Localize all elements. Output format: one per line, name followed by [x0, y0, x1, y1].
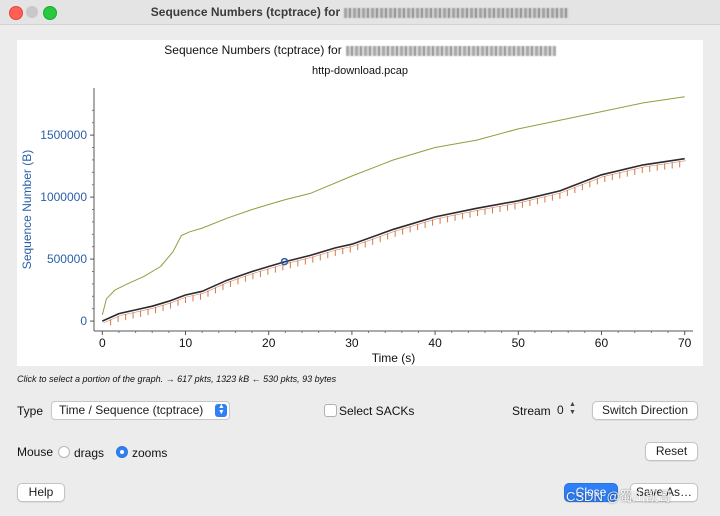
type-select-value: Time / Sequence (tcptrace)	[59, 403, 204, 417]
y-tick-label: 0	[80, 314, 87, 328]
y-axis-label: Sequence Number (B)	[20, 150, 34, 269]
zoom-window-button[interactable]	[43, 6, 57, 20]
watermark: CSDN @蜀川凯哥	[566, 489, 672, 504]
chevron-updown-icon: ▲ ▼	[215, 403, 228, 417]
help-button[interactable]: Help	[17, 483, 65, 502]
receive-window-line	[101, 96, 685, 316]
save-as-button[interactable]: Save As…	[630, 483, 698, 502]
graph-title: Sequence Numbers (tcptrace) for	[164, 43, 342, 57]
y-tick-label: 1500000	[40, 128, 87, 142]
x-axis-label: Time (s)	[372, 351, 416, 365]
select-sacks-checkbox[interactable]	[324, 404, 337, 417]
x-tick-label: 70	[678, 336, 692, 350]
close-button[interactable]: Close	[564, 483, 618, 502]
type-label: Type	[17, 404, 44, 418]
x-tick-label: 0	[99, 336, 106, 350]
window-title: Sequence Numbers (tcptrace) for	[150, 5, 341, 19]
x-tick-label: 20	[262, 336, 276, 350]
title-bar: Sequence Numbers (tcptrace) for	[0, 0, 720, 25]
mouse-label: Mouse	[17, 445, 54, 459]
sequence-chart[interactable]: 0 10 20 30 40 50 60 70 0 500000 1000000 1500000 Time…	[17, 40, 703, 366]
ack-line	[103, 160, 686, 324]
minimize-window-button[interactable]	[26, 6, 38, 18]
y-tick-label: 1000000	[40, 190, 87, 204]
x-tick-label: 30	[345, 336, 359, 350]
zooms-label[interactable]: zooms	[132, 446, 168, 460]
x-tick-label: 40	[428, 336, 442, 350]
graph-area[interactable]: Sequence Numbers (tcptrace) for http-dow…	[17, 40, 703, 366]
graph-subtitle: http-download.pcap	[311, 65, 408, 77]
y-tick-label: 500000	[47, 252, 87, 266]
x-tick-label: 10	[179, 336, 193, 350]
redacted-address-graph	[345, 45, 556, 56]
zooms-radio[interactable]	[116, 446, 128, 458]
switch-direction-button[interactable]: Switch Direction	[592, 401, 698, 420]
stream-stepper-icon[interactable]: ▲ ▼	[569, 401, 576, 416]
select-sacks-label[interactable]: Select SACKs	[339, 404, 415, 418]
sequence-line	[101, 157, 685, 322]
x-tick-label: 60	[595, 336, 609, 350]
type-select[interactable]: Time / Sequence (tcptrace) ▲ ▼	[51, 401, 231, 420]
drags-radio[interactable]	[58, 446, 70, 458]
reset-button[interactable]: Reset	[645, 442, 698, 461]
redacted-address	[344, 7, 570, 18]
stream-value[interactable]: 0	[557, 403, 564, 417]
selected-packet-marker	[280, 257, 289, 266]
stream-label: Stream	[512, 404, 551, 418]
drags-label[interactable]: drags	[74, 446, 105, 460]
graph-hint: Click to select a portion of the graph. …	[17, 374, 337, 384]
x-tick-label: 50	[512, 336, 526, 350]
close-window-button[interactable]	[9, 6, 23, 20]
